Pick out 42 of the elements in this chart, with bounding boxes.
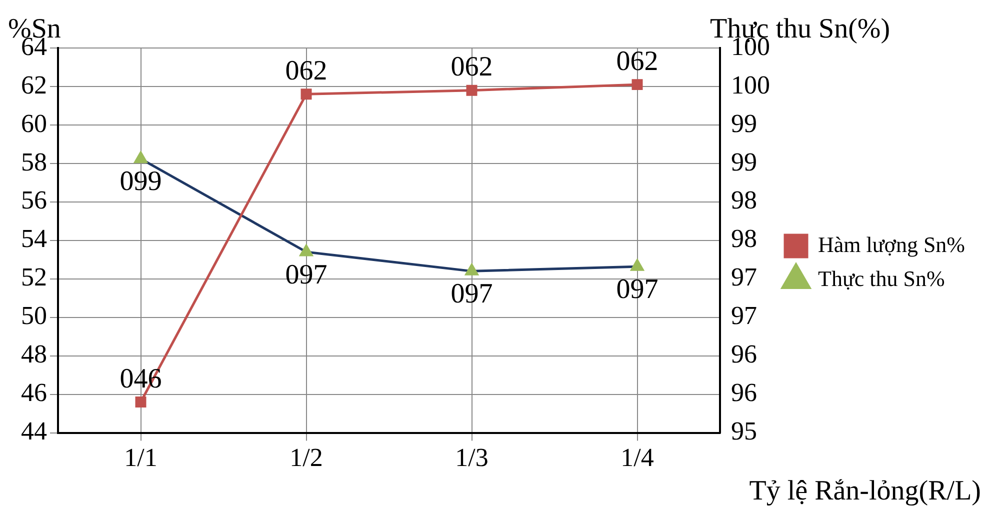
y-tick-label: 60 (21, 108, 47, 138)
x-tick-label: 1/3 (455, 443, 488, 472)
y-tick-label: 48 (21, 340, 47, 369)
y-tick-label: 52 (21, 262, 47, 292)
y2-tick-label: 98 (731, 186, 758, 215)
y2-tick-label: 98 (731, 224, 758, 254)
data-label: 099 (120, 166, 162, 198)
y-tick-label: 58 (21, 147, 47, 176)
y2-tick-label: 96 (731, 378, 758, 408)
point (300, 88, 312, 100)
y-tick-label: 56 (21, 186, 47, 215)
y-tick-label: 50 (21, 301, 47, 330)
data-label: 097 (450, 278, 493, 310)
y2-tick-label: 97 (731, 301, 758, 330)
legend-label: Thực thu Sn% (818, 266, 945, 291)
point (466, 84, 478, 96)
data-label: 097 (285, 259, 328, 290)
x-tick-label: 1/2 (290, 443, 323, 472)
y-tick-label: 54 (21, 224, 47, 254)
legend-label: Hàm lượng Sn% (818, 232, 966, 257)
point (632, 79, 643, 90)
y-tick-label: 44 (21, 416, 47, 446)
y2-tick-label: 96 (731, 340, 758, 369)
point (300, 244, 313, 256)
y2-tick-label: 100 (731, 70, 770, 100)
y2-tick-label: 95 (731, 416, 758, 446)
x-tick-label: 1/1 (124, 443, 158, 472)
x-tick-label: 1/4 (620, 443, 654, 472)
x-axis-title: Tỷ lệ Rắn-lỏng(R/L) (749, 475, 981, 506)
point (135, 396, 146, 408)
y2-tick-label: 97 (731, 262, 758, 292)
y2-tick-label: 99 (731, 147, 758, 176)
y2-tick-label: 99 (731, 108, 758, 138)
y-tick-label: 46 (21, 378, 47, 408)
data-label: 062 (616, 46, 658, 77)
point (134, 152, 148, 164)
data-label: 062 (285, 56, 328, 87)
point (630, 259, 644, 271)
point (465, 264, 478, 276)
data-label: 097 (616, 274, 658, 305)
y-tick-label: 62 (21, 70, 47, 100)
data-label: 062 (450, 52, 493, 83)
